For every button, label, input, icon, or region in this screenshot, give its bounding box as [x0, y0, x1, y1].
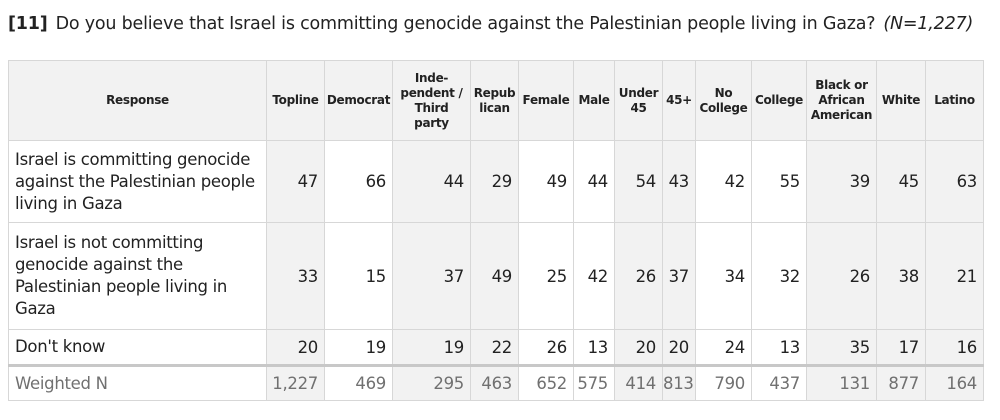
- cell-value: 24: [695, 329, 752, 366]
- cell-value: 21: [925, 222, 984, 330]
- cell-value: 38: [876, 222, 926, 330]
- cell-value: 47: [266, 140, 325, 223]
- cell-value: 44: [392, 140, 471, 223]
- cell-value: 32: [751, 222, 807, 330]
- header-white: White: [876, 60, 926, 141]
- crosstab-table: Response Topline Democrat Inde-pendent /…: [8, 60, 984, 401]
- cell-value: 49: [470, 222, 519, 330]
- cell-value: 44: [573, 140, 615, 223]
- cell-value: 33: [266, 222, 325, 330]
- header-black: Black or African American: [806, 60, 877, 141]
- weighted-n-value: 877: [876, 364, 926, 401]
- cell-value: 39: [806, 140, 877, 223]
- cell-value: 16: [925, 329, 984, 366]
- cell-value: 35: [806, 329, 877, 366]
- question-number: [11]: [8, 14, 48, 34]
- cell-value: 19: [392, 329, 471, 366]
- row-label: Israel is not committing genocide agains…: [8, 222, 267, 330]
- cell-value: 22: [470, 329, 519, 366]
- weighted-n-value: 131: [806, 364, 877, 401]
- header-topline: Topline: [266, 60, 325, 141]
- row-label: Israel is committing genocide against th…: [8, 140, 267, 223]
- cell-value: 43: [662, 140, 696, 223]
- header-college: College: [751, 60, 807, 141]
- header-democrat: Democrat: [324, 60, 393, 141]
- weighted-n-value: 463: [470, 364, 519, 401]
- cell-value: 25: [518, 222, 574, 330]
- cell-value: 42: [573, 222, 615, 330]
- cell-value: 13: [573, 329, 615, 366]
- header-female: Female: [518, 60, 574, 141]
- table-row: Israel is not committing genocide agains…: [8, 222, 984, 330]
- header-no-college: No College: [695, 60, 752, 141]
- header-45-plus: 45+: [662, 60, 696, 141]
- weighted-n-value: 1,227: [266, 364, 325, 401]
- cell-value: 20: [614, 329, 663, 366]
- cell-value: 37: [392, 222, 471, 330]
- header-latino: Latino: [925, 60, 984, 141]
- cell-value: 26: [614, 222, 663, 330]
- cell-value: 29: [470, 140, 519, 223]
- cell-value: 19: [324, 329, 393, 366]
- cell-value: 20: [266, 329, 325, 366]
- header-under-45: Under 45: [614, 60, 663, 141]
- weighted-n-value: 295: [392, 364, 471, 401]
- cell-value: 49: [518, 140, 574, 223]
- weighted-n-value: 790: [695, 364, 752, 401]
- row-label: Don't know: [8, 329, 267, 366]
- header-response: Response: [8, 60, 267, 141]
- weighted-n-value: 469: [324, 364, 393, 401]
- sample-size: (N=1,227): [883, 14, 974, 34]
- header-republican: Repub lican: [470, 60, 519, 141]
- cell-value: 17: [876, 329, 926, 366]
- cell-value: 26: [518, 329, 574, 366]
- question-text: Do you believe that Israel is committing…: [55, 14, 876, 34]
- header-independent: Inde-pendent / Third party: [392, 60, 471, 141]
- header-row: Response Topline Democrat Inde-pendent /…: [8, 60, 984, 141]
- weighted-n-label: Weighted N: [8, 364, 267, 401]
- weighted-n-value: 414: [614, 364, 663, 401]
- weighted-n-value: 813: [662, 364, 696, 401]
- weighted-n-value: 652: [518, 364, 574, 401]
- weighted-n-row: Weighted N 1,227 469 295 463 652 575 414…: [8, 364, 984, 401]
- table-row: Don't know 20 19 19 22 26 13 20 20 24 13…: [8, 329, 984, 366]
- cell-value: 45: [876, 140, 926, 223]
- question-heading: [11] Do you believe that Israel is commit…: [8, 14, 973, 34]
- cell-value: 26: [806, 222, 877, 330]
- cell-value: 54: [614, 140, 663, 223]
- cell-value: 63: [925, 140, 984, 223]
- cell-value: 66: [324, 140, 393, 223]
- cell-value: 42: [695, 140, 752, 223]
- cell-value: 37: [662, 222, 696, 330]
- cell-value: 15: [324, 222, 393, 330]
- table-row: Israel is committing genocide against th…: [8, 140, 984, 223]
- cell-value: 55: [751, 140, 807, 223]
- weighted-n-value: 575: [573, 364, 615, 401]
- cell-value: 34: [695, 222, 752, 330]
- weighted-n-value: 164: [925, 364, 984, 401]
- weighted-n-value: 437: [751, 364, 807, 401]
- cell-value: 13: [751, 329, 807, 366]
- header-male: Male: [573, 60, 615, 141]
- cell-value: 20: [662, 329, 696, 366]
